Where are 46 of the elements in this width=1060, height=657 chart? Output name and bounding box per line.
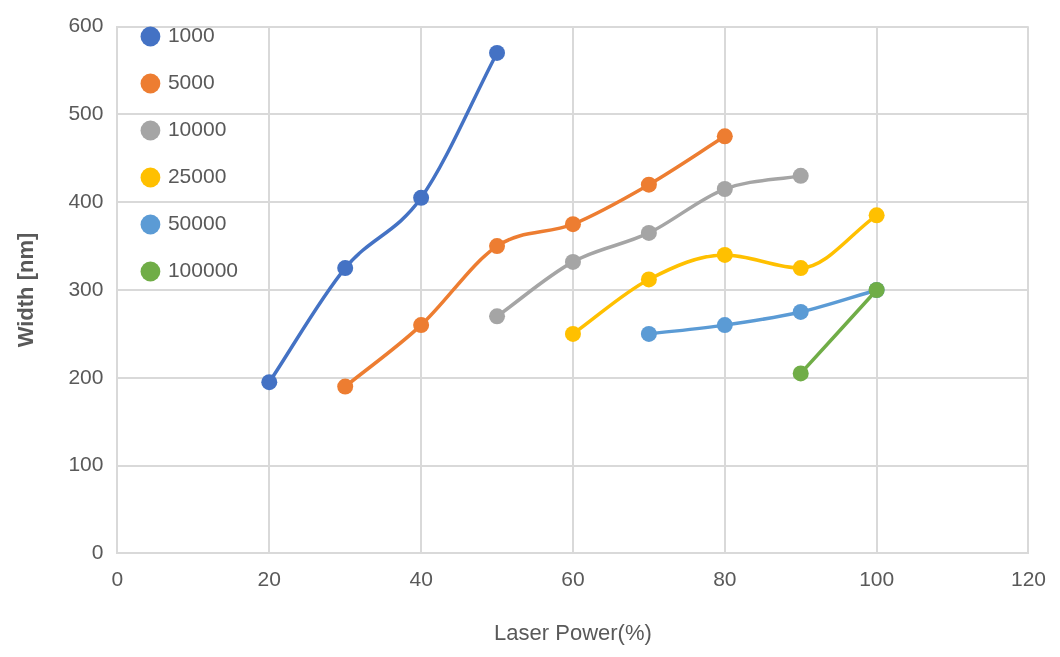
legend-label: 5000 [167,70,215,94]
point [564,253,581,270]
x-axis-title: Laser Power(%) [494,619,652,645]
legend-label: 100000 [167,258,239,282]
y-tick-label: 0 [91,540,104,564]
point [868,207,885,224]
y-tick-label: 400 [68,189,104,212]
point [564,325,581,342]
point [716,181,733,198]
legend-label: 1000 [167,23,215,47]
point [792,260,809,277]
x-tick-label: 100 [859,566,895,590]
point [489,44,506,61]
point [716,246,733,263]
x-tick-label: 20 [257,566,281,590]
y-tick-label: 200 [68,364,104,388]
point [413,317,430,334]
legend-label: 10000 [167,117,227,141]
y-tick-label: 600 [68,13,104,37]
point [261,374,278,391]
point [792,365,809,382]
y-axis-title: Width [nm] [13,232,39,348]
point [640,325,657,342]
point [337,378,354,395]
point [564,216,581,233]
x-tick-label: 0 [111,566,124,590]
y-tick-label: 300 [68,276,104,300]
point [640,271,657,288]
point [792,167,809,184]
point [337,260,354,277]
point [489,238,506,255]
point [413,189,430,206]
point [792,303,809,320]
point [489,308,506,325]
point [640,224,657,241]
point [716,317,733,334]
y-tick-label: 500 [68,101,104,125]
x-tick-label: 120 [1010,566,1046,590]
point [716,128,733,145]
x-tick-label: 60 [561,566,585,590]
legend-label: 25000 [167,164,227,188]
legend-label: 50000 [167,211,227,235]
point [640,176,657,193]
x-tick-label: 40 [409,566,433,590]
x-tick-label: 80 [713,566,737,590]
y-tick-label: 100 [68,452,104,476]
